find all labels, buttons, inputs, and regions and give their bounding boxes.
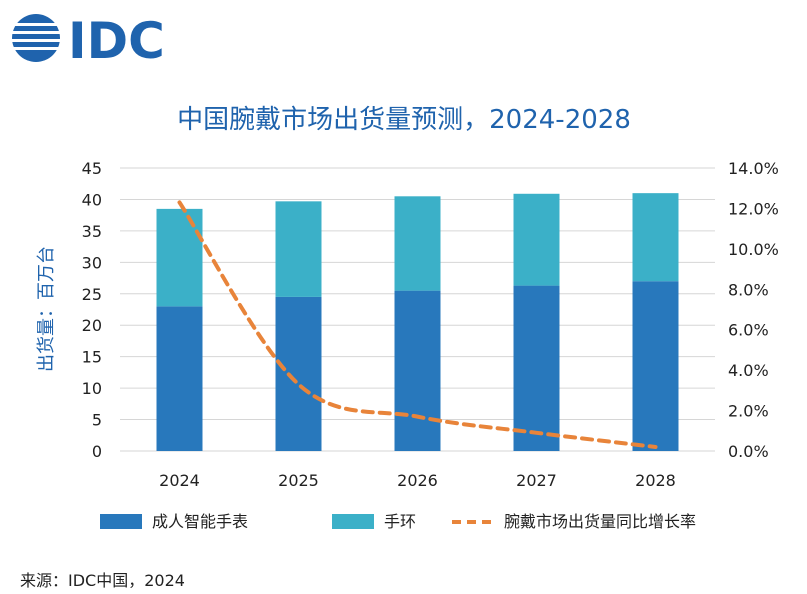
brand-name: IDC: [68, 12, 165, 70]
right-tick-label: 0.0%: [728, 442, 769, 461]
bar-adult-watch-2024: [156, 306, 203, 451]
left-tick-label: 0: [92, 442, 102, 461]
legend-label-band: 手环: [384, 512, 416, 531]
left-tick-label: 30: [82, 253, 102, 272]
x-tick-label: 2025: [278, 471, 319, 490]
x-tick-label: 2027: [516, 471, 557, 490]
bar-band-2025: [275, 201, 322, 297]
bar-band-2027: [513, 193, 560, 286]
left-axis-ticks: 0 5 10 15 20 25 30 35 40 45: [82, 159, 102, 461]
x-tick-label: 2028: [635, 471, 676, 490]
bar-band-2028: [632, 193, 679, 282]
chart-title: 中国腕戴市场出货量预测，2024-2028: [177, 105, 631, 135]
left-tick-label: 35: [82, 222, 102, 241]
legend-label-yoy: 腕戴市场出货量同比增长率: [504, 512, 696, 531]
left-tick-label: 20: [82, 316, 102, 335]
legend-swatch-adult-watch: [100, 514, 142, 529]
idc-logo: IDC: [10, 12, 165, 70]
bar-adult-watch-2025: [275, 296, 322, 451]
right-axis-ticks: 0.0% 2.0% 4.0% 6.0% 8.0% 10.0% 12.0% 14.0%: [728, 159, 779, 461]
bar-band-2024: [156, 208, 203, 307]
right-tick-label: 2.0%: [728, 402, 769, 421]
left-tick-label: 45: [82, 159, 102, 178]
bar-adult-watch-2028: [632, 281, 679, 451]
bar-band-2026: [394, 196, 441, 291]
y-axis-label: 出货量：百万台: [36, 246, 57, 372]
yoy-line: [177, 200, 658, 449]
legend-label-adult-watch: 成人智能手表: [152, 512, 248, 531]
right-tick-label: 14.0%: [728, 159, 779, 178]
right-tick-label: 12.0%: [728, 199, 779, 218]
x-tick-label: 2024: [159, 471, 200, 490]
left-tick-label: 5: [92, 411, 102, 430]
right-tick-label: 8.0%: [728, 280, 769, 299]
right-tick-label: 10.0%: [728, 240, 779, 259]
bar-adult-watch-2026: [394, 290, 441, 451]
globe-icon: [10, 14, 62, 62]
bars: [156, 193, 679, 451]
source-note: 来源：IDC中国，2024: [20, 571, 185, 590]
legend: 成人智能手表 手环 腕戴市场出货量同比增长率: [100, 512, 696, 531]
bar-adult-watch-2027: [513, 285, 560, 451]
legend-swatch-band: [332, 514, 374, 529]
x-axis-ticks: 2024 2025 2026 2027 2028: [159, 471, 676, 490]
left-tick-label: 10: [82, 379, 102, 398]
right-tick-label: 6.0%: [728, 321, 769, 340]
yoy-line-path: [177, 200, 658, 449]
left-tick-label: 25: [82, 285, 102, 304]
left-tick-label: 40: [82, 190, 102, 209]
x-tick-label: 2026: [397, 471, 438, 490]
right-tick-label: 4.0%: [728, 361, 769, 380]
left-tick-label: 15: [82, 348, 102, 367]
